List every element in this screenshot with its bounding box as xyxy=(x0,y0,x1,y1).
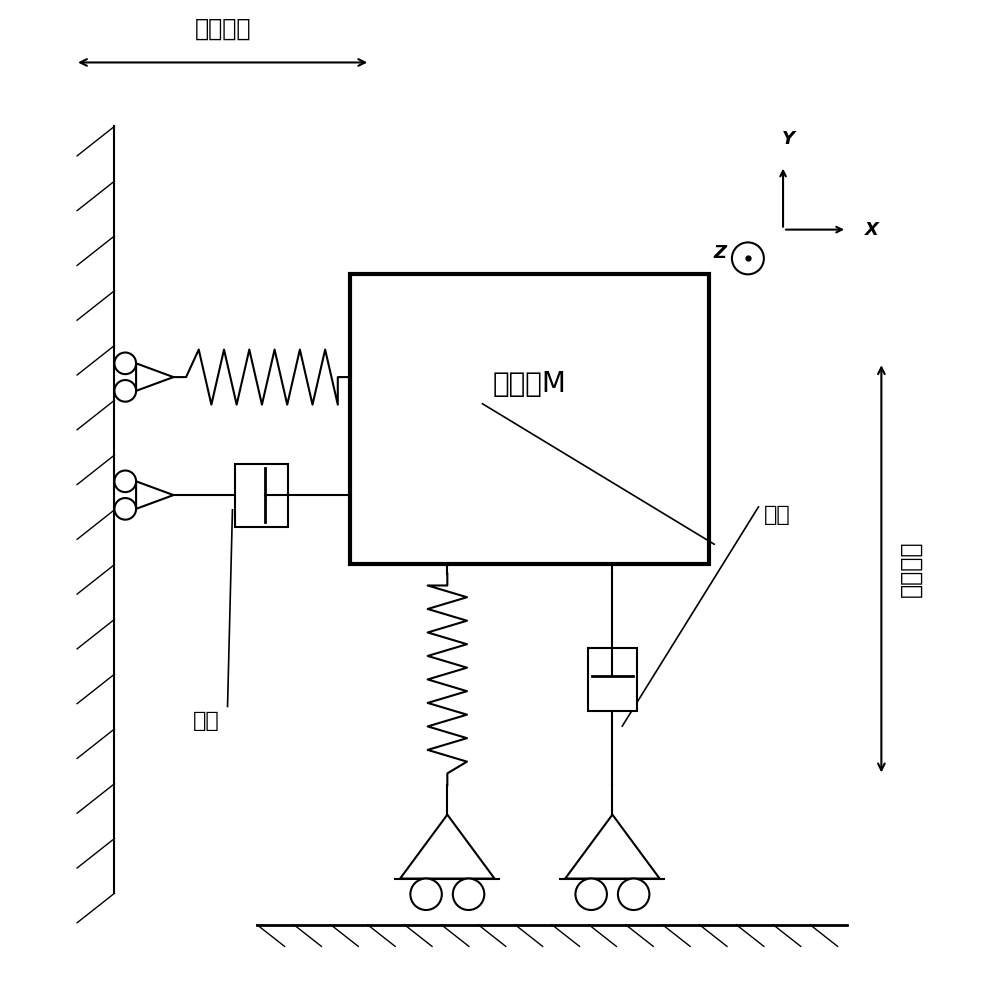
Text: 敏感方向: 敏感方向 xyxy=(899,541,923,597)
Bar xyxy=(588,648,637,711)
Text: Y: Y xyxy=(782,130,795,148)
Ellipse shape xyxy=(114,471,136,492)
Text: 驱动方向: 驱动方向 xyxy=(194,17,250,41)
Ellipse shape xyxy=(618,879,650,910)
Text: 弹簧: 弹簧 xyxy=(763,505,790,525)
Bar xyxy=(350,274,709,564)
Ellipse shape xyxy=(114,380,136,402)
Polygon shape xyxy=(136,481,174,509)
Ellipse shape xyxy=(410,879,442,910)
Circle shape xyxy=(732,242,764,274)
Polygon shape xyxy=(565,815,660,879)
Text: 阻尼: 阻尼 xyxy=(193,711,220,731)
Bar xyxy=(236,464,289,527)
Text: Z: Z xyxy=(713,244,727,262)
Polygon shape xyxy=(400,815,495,879)
Ellipse shape xyxy=(453,879,484,910)
Ellipse shape xyxy=(114,353,136,374)
Text: 质量块M: 质量块M xyxy=(493,370,567,398)
Polygon shape xyxy=(136,363,174,391)
Text: X: X xyxy=(865,221,879,239)
Ellipse shape xyxy=(576,879,607,910)
Ellipse shape xyxy=(114,498,136,520)
